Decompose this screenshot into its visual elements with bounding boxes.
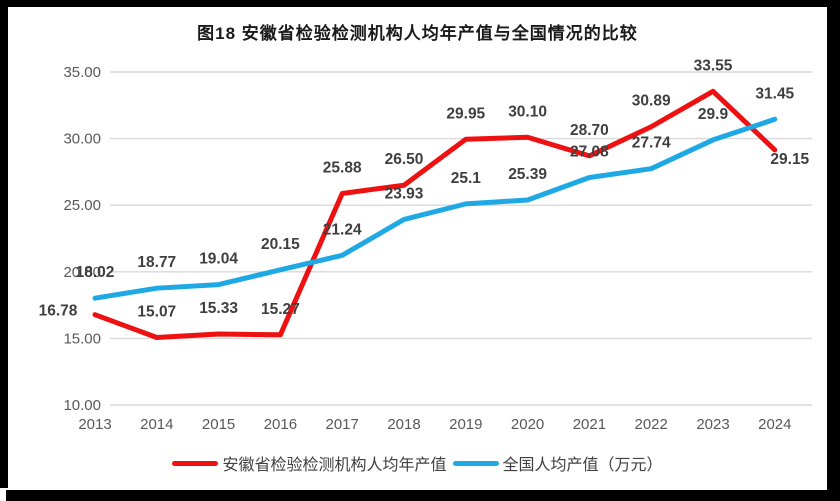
data-label: 25.39 (508, 166, 547, 183)
data-label: 21.24 (323, 221, 362, 238)
y-axis-labels: 35.00 30.00 25.00 20.00 15.00 10.00 (63, 64, 101, 414)
legend-item-national: 全国人均产值（万元） (452, 451, 663, 475)
x-axis-labels: 2013 2014 2015 2016 2017 2018 2019 2020 2021 2022… (78, 416, 791, 433)
anhui-line-swatch-icon (172, 460, 219, 466)
data-label: 27.74 (632, 135, 671, 152)
frame-border-bottom (6, 490, 840, 501)
legend-item-anhui: 安徽省检验检测机构人均年产值 (172, 451, 447, 475)
y-axis-tick-label: 15.00 (63, 330, 101, 347)
chart-legend: 安徽省检验检测机构人均年产值 全国人均产值（万元） (8, 451, 827, 475)
legend-label-anhui: 安徽省检验检测机构人均年产值 (222, 457, 447, 474)
data-label: 18.02 (76, 264, 115, 281)
national-line-swatch-icon (452, 460, 499, 466)
legend-label-national: 全国人均产值（万元） (502, 457, 663, 474)
frame-border-left (0, 0, 8, 488)
x-axis-tick-label: 2022 (635, 416, 668, 433)
series-lines (92, 88, 778, 340)
x-axis-tick-label: 2023 (696, 416, 729, 433)
x-axis-tick-label: 2018 (387, 416, 420, 433)
y-axis-tick-label: 25.00 (63, 197, 101, 214)
x-axis-tick-label: 2024 (758, 416, 791, 433)
x-axis-tick-label: 2017 (326, 416, 359, 433)
x-axis-tick-label: 2014 (140, 416, 173, 433)
x-axis-tick-label: 2016 (264, 416, 297, 433)
x-axis-tick-label: 2020 (511, 416, 544, 433)
data-label: 15.33 (199, 300, 238, 317)
y-axis-tick-label: 20.00 (63, 264, 101, 281)
data-label: 30.89 (632, 93, 671, 110)
y-axis-tick-label: 10.00 (63, 397, 101, 414)
data-label: 25.88 (323, 159, 362, 176)
frame-border-right (827, 0, 840, 501)
data-label: 31.45 (755, 85, 794, 102)
y-axis-tick-label: 35.00 (63, 64, 101, 81)
x-axis-tick-label: 2019 (449, 416, 482, 433)
x-axis-tick-label: 2013 (78, 416, 111, 433)
data-label: 27.08 (570, 143, 609, 160)
data-label: 25.1 (451, 170, 482, 187)
anhui-series-line (92, 88, 778, 340)
national-series-line (92, 116, 778, 301)
data-label: 28.70 (570, 122, 609, 139)
data-labels: 16.78 15.07 15.33 15.27 25.88 26.50 29.95 30.10… (39, 57, 810, 320)
y-axis-tick-label: 30.00 (63, 131, 101, 148)
data-label: 29.15 (770, 151, 809, 168)
data-label: 15.27 (261, 301, 300, 318)
data-label: 29.9 (698, 106, 729, 123)
x-axis-tick-label: 2015 (202, 416, 235, 433)
data-label: 19.04 (199, 251, 238, 268)
gridlines (110, 71, 812, 406)
data-label: 15.07 (137, 303, 176, 320)
data-label: 29.95 (446, 105, 485, 122)
chart-title: 图18 安徽省检验检测机构人均年产值与全国情况的比较 (197, 24, 638, 43)
x-axis-tick-label: 2021 (573, 416, 606, 433)
data-label: 18.77 (137, 254, 176, 271)
data-label: 16.78 (39, 303, 78, 320)
data-label: 33.55 (694, 57, 733, 74)
data-label: 30.10 (508, 103, 547, 120)
data-label: 23.93 (385, 185, 424, 202)
frame-border-top (0, 0, 840, 7)
data-label: 26.50 (385, 151, 424, 168)
data-label: 20.15 (261, 236, 300, 253)
